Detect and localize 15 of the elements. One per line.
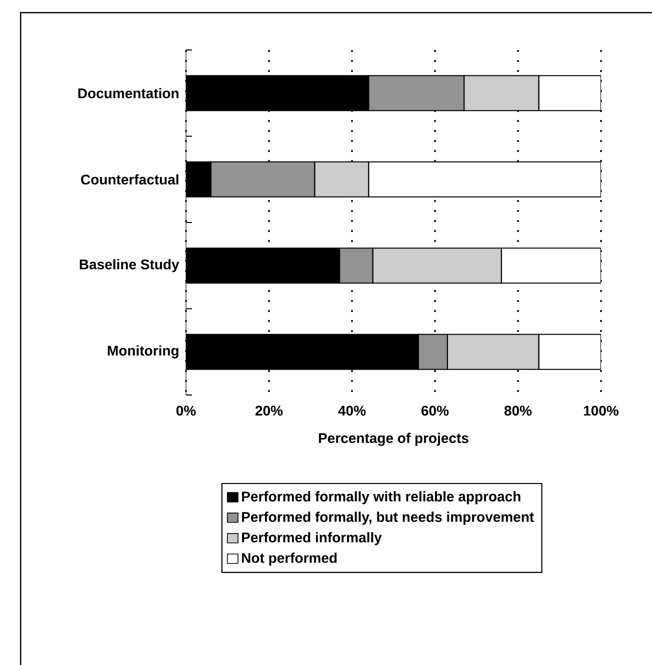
x-tick-label: 80% [504,406,532,416]
legend-label: Performed formally, but needs improvement [242,512,534,525]
x-axis-title: Percentage of projects [318,432,468,446]
y-tick-label: Baseline Study [80,259,180,272]
y-tick-label: Documentation [78,88,178,98]
legend-label: Performed informally [242,532,382,546]
legend-label: Not performed [242,552,337,566]
x-tick-label: 20% [255,406,283,416]
x-tick-label: 100% [584,406,619,416]
x-tick-label: 60% [421,406,449,416]
x-tick-label: 40% [338,406,366,416]
x-tick-label: 0% [176,406,196,416]
legend-label: Performed formally with reliable approach [242,491,520,504]
y-tick-label: Monitoring [108,345,178,358]
y-tick-label: Counterfactual [81,174,178,185]
